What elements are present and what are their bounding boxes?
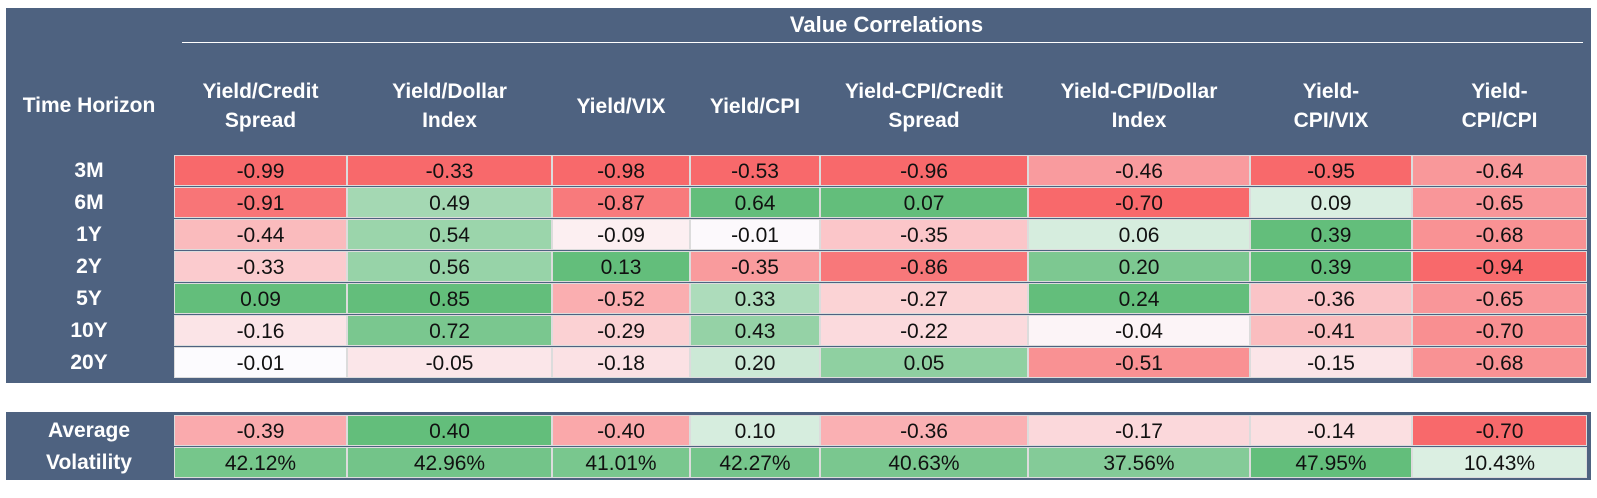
table-cell: 0.20	[1028, 251, 1250, 282]
summary-table: Average -0.39 0.40 -0.40 0.10 -0.36 -0.17 -0.14…	[6, 412, 1591, 480]
table-cell: -0.41	[1250, 315, 1412, 346]
table-title: Value Correlations	[789, 12, 984, 37]
table-cell: 0.07	[820, 187, 1028, 218]
table-cell: -0.01	[174, 347, 347, 378]
summary-cell: 42.27%	[690, 447, 820, 478]
table-cell: 0.06	[1028, 219, 1250, 250]
table-cell: -0.04	[1028, 315, 1250, 346]
table-cell: 0.20	[690, 347, 820, 378]
table-cell: -0.95	[1250, 155, 1412, 186]
summary-cell: 40.63%	[820, 447, 1028, 478]
table-cell: 0.54	[347, 219, 552, 250]
table-cell: -0.35	[820, 219, 1028, 250]
table-cell: -0.22	[820, 315, 1028, 346]
summary-cell: -0.36	[820, 415, 1028, 446]
table-cell: -0.91	[174, 187, 347, 218]
title-divider	[182, 42, 1583, 43]
column-header: Yield-CPI/Dollar Index	[1060, 80, 1218, 132]
column-header: Yield/Credit Spread	[202, 80, 319, 132]
summary-cell: 47.95%	[1250, 447, 1412, 478]
table-cell: -0.44	[174, 219, 347, 250]
table-cell: 0.09	[1250, 187, 1412, 218]
table-cell: -0.87	[552, 187, 690, 218]
table-cell: -0.05	[347, 347, 552, 378]
summary-cell: 37.56%	[1028, 447, 1250, 478]
summary-row-label: Volatility	[46, 451, 132, 474]
column-header: Yield/VIX	[576, 94, 666, 118]
table-cell: -0.53	[690, 155, 820, 186]
summary-cell: 41.01%	[552, 447, 690, 478]
summary-cell: -0.70	[1412, 415, 1587, 446]
table-cell: 0.33	[690, 283, 820, 314]
table-cell: 0.85	[347, 283, 552, 314]
table-cell: -0.70	[1412, 315, 1587, 346]
table-cell: 0.05	[820, 347, 1028, 378]
column-header: Yield/CPI	[709, 94, 801, 118]
table-cell: 0.39	[1250, 251, 1412, 282]
table-cell: 0.24	[1028, 283, 1250, 314]
table-cell: -0.96	[820, 155, 1028, 186]
table-cell: -0.01	[690, 219, 820, 250]
summary-cell: 42.96%	[347, 447, 552, 478]
table-cell: -0.33	[174, 251, 347, 282]
table-cell: 0.56	[347, 251, 552, 282]
column-header: Yield-CPI/Credit Spread	[845, 80, 1003, 132]
summary-cell: 10.43%	[1412, 447, 1587, 478]
summary-row-label: Average	[47, 419, 131, 442]
column-header: Yield- CPI/VIX	[1293, 80, 1369, 132]
correlation-table: Value Correlations Time Horizon Yield/Cr…	[6, 8, 1591, 383]
summary-cell: -0.40	[552, 415, 690, 446]
row-header-label: Time Horizon	[22, 94, 156, 117]
row-label: 10Y	[70, 319, 108, 342]
summary-cell: -0.17	[1028, 415, 1250, 446]
row-label: 1Y	[76, 223, 102, 246]
table-cell: -0.68	[1412, 347, 1587, 378]
row-label: 5Y	[76, 287, 102, 310]
column-header: Yield- CPI/CPI	[1461, 80, 1538, 132]
summary-cell: -0.39	[174, 415, 347, 446]
row-label: 2Y	[76, 255, 102, 278]
table-cell: -0.36	[1250, 283, 1412, 314]
summary-cell: 42.12%	[174, 447, 347, 478]
table-cell: -0.65	[1412, 283, 1587, 314]
table-cell: 0.72	[347, 315, 552, 346]
row-label: 20Y	[70, 351, 108, 374]
table-cell: 0.39	[1250, 219, 1412, 250]
table-cell: -0.65	[1412, 187, 1587, 218]
table-cell: -0.70	[1028, 187, 1250, 218]
summary-cell: -0.14	[1250, 415, 1412, 446]
table-cell: -0.33	[347, 155, 552, 186]
table-cell: -0.94	[1412, 251, 1587, 282]
table-cell: 0.13	[552, 251, 690, 282]
table-cell: 0.64	[690, 187, 820, 218]
table-cell: -0.27	[820, 283, 1028, 314]
table-cell: -0.09	[552, 219, 690, 250]
table-cell: -0.16	[174, 315, 347, 346]
row-label: 6M	[74, 191, 104, 214]
row-label: 3M	[74, 159, 104, 182]
table-cell: 0.43	[690, 315, 820, 346]
summary-cell: 0.40	[347, 415, 552, 446]
table-cell: 0.09	[174, 283, 347, 314]
table-cell: -0.99	[174, 155, 347, 186]
table-cell: -0.35	[690, 251, 820, 282]
table-cell: -0.52	[552, 283, 690, 314]
table-cell: 0.49	[347, 187, 552, 218]
table-cell: -0.15	[1250, 347, 1412, 378]
table-cell: -0.18	[552, 347, 690, 378]
table-cell: -0.86	[820, 251, 1028, 282]
table-cell: -0.98	[552, 155, 690, 186]
table-cell: -0.46	[1028, 155, 1250, 186]
table-cell: -0.29	[552, 315, 690, 346]
table-cell: -0.64	[1412, 155, 1587, 186]
table-cell: -0.51	[1028, 347, 1250, 378]
column-header: Yield/Dollar Index	[392, 80, 507, 132]
table-cell: -0.68	[1412, 219, 1587, 250]
summary-cell: 0.10	[690, 415, 820, 446]
